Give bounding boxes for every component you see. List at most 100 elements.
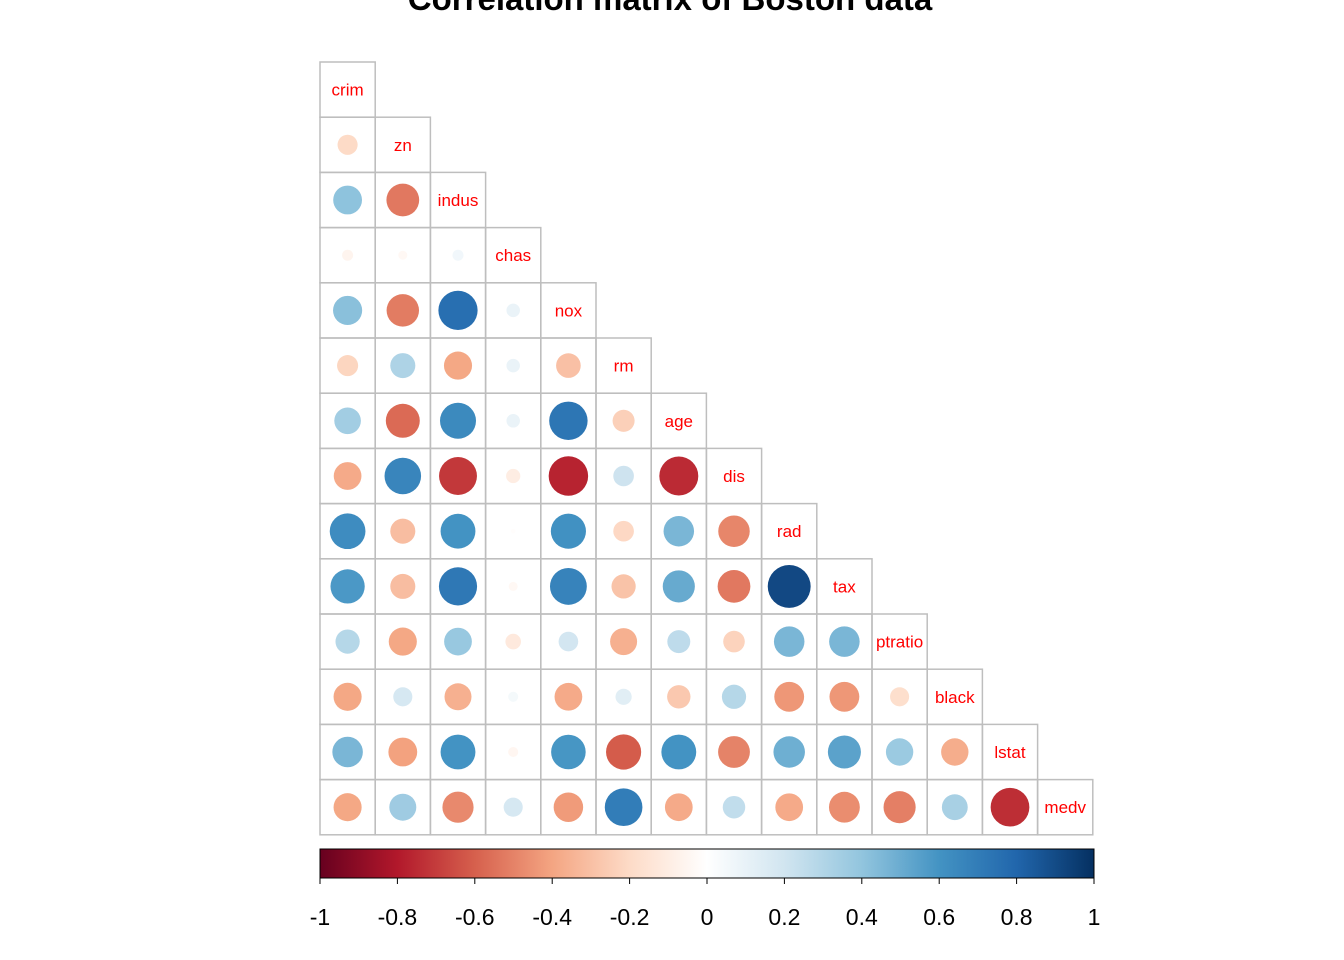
corr-circle-medv-zn <box>389 793 417 821</box>
corr-circle-dis-indus <box>439 457 477 495</box>
corr-circle-age-rm <box>612 409 635 432</box>
colorbar-tick-label: 0.8 <box>1001 904 1033 930</box>
corr-circle-rm-chas <box>506 358 520 373</box>
matrix-grid <box>319 61 1094 836</box>
corr-circle-lstat-chas <box>508 746 519 758</box>
cell-medv-medv <box>1036 778 1094 836</box>
corr-circle-nox-chas <box>506 303 520 318</box>
corr-circle-lstat-crim <box>332 736 363 768</box>
corr-circle-medv-lstat <box>990 787 1030 827</box>
colorbar-gradient <box>319 848 1095 879</box>
corr-circle-tax-dis <box>717 570 751 603</box>
corr-circle-medv-crim <box>333 793 362 822</box>
corr-circle-black-chas <box>508 691 519 702</box>
var-label-rad: rad <box>777 522 802 541</box>
var-label-tax: tax <box>833 577 856 596</box>
var-label-crim: crim <box>332 81 364 100</box>
corr-circle-nox-indus <box>438 290 478 331</box>
corr-circle-rm-nox <box>556 353 581 378</box>
colorbar-tick-label: 0.2 <box>768 904 800 930</box>
corr-circle-dis-nox <box>548 456 589 496</box>
corr-circle-chas-indus <box>452 249 464 261</box>
corr-circle-medv-black <box>941 794 968 821</box>
var-label-indus: indus <box>438 191 479 210</box>
corr-circle-tax-chas <box>508 581 518 591</box>
corr-circle-ptratio-rm <box>610 628 638 656</box>
corr-circle-tax-nox <box>549 567 587 605</box>
colorbar-tick-label: -0.2 <box>610 904 650 930</box>
corr-circle-black-tax <box>829 681 860 712</box>
corr-circle-medv-tax <box>828 791 860 823</box>
corr-circle-lstat-age <box>661 734 697 770</box>
corr-circle-medv-rm <box>604 788 643 827</box>
corr-circle-medv-ptratio <box>883 791 916 824</box>
colorbar-tick-label: 1 <box>1088 904 1101 930</box>
corr-circle-ptratio-rad <box>773 626 805 657</box>
corr-circle-dis-chas <box>506 468 521 484</box>
corr-circle-black-ptratio <box>890 687 910 707</box>
corr-circle-tax-indus <box>438 567 478 606</box>
corr-circle-ptratio-nox <box>558 631 579 652</box>
corr-circle-lstat-black <box>941 738 969 766</box>
colorbar-tick-label: -0.8 <box>378 904 418 930</box>
corr-circle-rad-dis <box>718 515 750 547</box>
var-label-lstat: lstat <box>994 743 1025 762</box>
corr-circle-black-rad <box>774 681 805 712</box>
corr-circle-medv-chas <box>503 797 523 817</box>
corr-circle-nox-crim <box>333 295 363 325</box>
corr-circle-rad-zn <box>390 518 416 544</box>
corr-circle-ptratio-chas <box>505 633 521 650</box>
colorbar-tick-label: 0.4 <box>846 904 878 930</box>
corr-circle-ptratio-indus <box>444 627 472 656</box>
corr-circle-dis-rm <box>613 465 634 487</box>
corr-circle-tax-rad <box>767 564 811 608</box>
corr-circle-age-crim <box>334 407 361 435</box>
corr-circle-tax-rm <box>611 574 636 599</box>
corr-circle-tax-crim <box>330 569 365 604</box>
colorbar-tick-label: -0.4 <box>532 904 572 930</box>
var-label-zn: zn <box>394 136 412 155</box>
corr-circle-ptratio-age <box>667 630 691 654</box>
var-label-black: black <box>935 688 975 707</box>
corr-circle-black-age <box>667 685 691 709</box>
corr-circle-lstat-tax <box>827 735 861 769</box>
corr-circle-age-zn <box>385 403 420 438</box>
corr-circle-ptratio-crim <box>335 629 360 654</box>
corr-circle-dis-crim <box>333 462 362 490</box>
var-label-ptratio: ptratio <box>876 633 923 652</box>
chart-title: Correlation matrix of Boston data <box>0 0 1340 18</box>
corr-circle-chas-zn <box>398 250 408 260</box>
var-label-dis: dis <box>723 467 745 486</box>
var-label-chas: chas <box>495 246 531 265</box>
var-label-nox: nox <box>555 301 583 320</box>
corr-circle-medv-age <box>664 793 693 822</box>
corr-circle-zn-crim <box>337 134 358 155</box>
corr-circle-rad-chas <box>510 528 516 534</box>
corr-circle-age-indus <box>440 402 476 439</box>
corr-circle-lstat-dis <box>718 736 750 768</box>
corr-circle-rm-crim <box>337 355 359 377</box>
corr-circle-rad-rm <box>613 520 634 542</box>
corr-circle-ptratio-dis <box>723 630 745 653</box>
corr-circle-rad-crim <box>329 513 366 550</box>
colorbar-tick-label: -0.6 <box>455 904 495 930</box>
corr-circle-black-dis <box>721 684 747 709</box>
var-label-medv: medv <box>1044 798 1086 817</box>
corr-circle-indus-crim <box>333 185 363 215</box>
corr-circle-tax-zn <box>390 573 416 599</box>
corr-circle-tax-age <box>662 570 695 603</box>
corr-circle-black-zn <box>393 687 413 707</box>
colorbar-tick-label: 0 <box>701 904 714 930</box>
corr-circle-chas-crim <box>342 249 354 261</box>
corr-circle-rad-nox <box>550 513 586 549</box>
corr-circle-rad-age <box>663 515 695 547</box>
corr-circle-ptratio-zn <box>388 627 417 656</box>
corr-circle-black-nox <box>554 682 583 711</box>
corr-circle-dis-age <box>659 456 699 496</box>
corr-circle-lstat-zn <box>388 737 418 767</box>
variable-labels: crim zn indus chas nox rm age dis rad tax ptratio b… <box>332 81 1087 818</box>
corr-circle-indus-zn <box>386 183 420 217</box>
corr-circle-age-nox <box>549 401 588 441</box>
corr-circle-lstat-rm <box>606 734 642 770</box>
